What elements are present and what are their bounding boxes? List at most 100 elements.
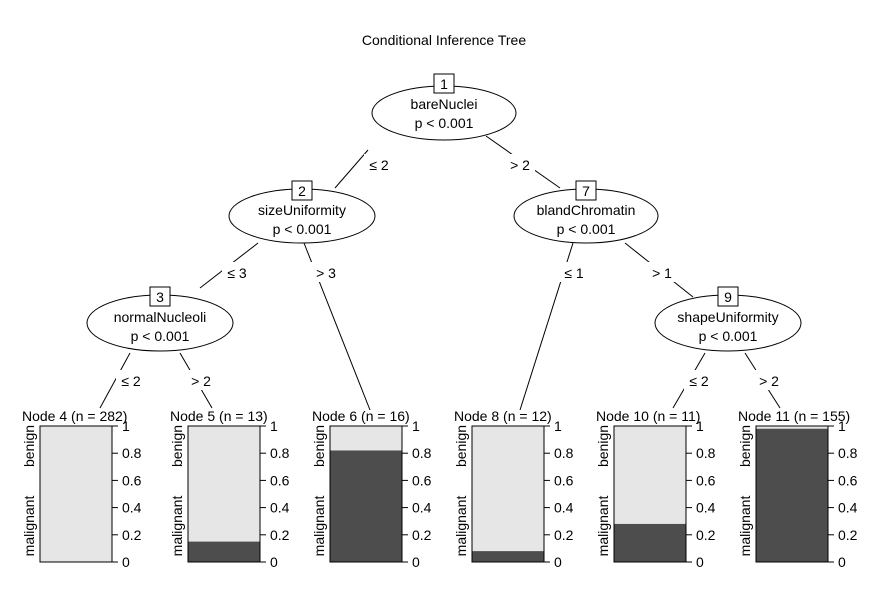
node-id-2: 2 bbox=[298, 183, 306, 199]
diagram-title: Conditional Inference Tree bbox=[362, 32, 526, 48]
node-variable-9: shapeUniformity bbox=[677, 309, 778, 325]
y-tick-label: 0 bbox=[554, 554, 562, 570]
y-tick-label: 0.6 bbox=[270, 472, 290, 488]
y-tick-label: 0.6 bbox=[412, 472, 432, 488]
y-tick-label: 0.2 bbox=[696, 527, 716, 543]
node-pvalue-2: p < 0.001 bbox=[273, 221, 332, 237]
y-tick-label: 0.4 bbox=[554, 500, 574, 516]
inner-node-9: 9 shapeUniformity p < 0.001 bbox=[654, 286, 802, 352]
bar-malignant bbox=[614, 523, 686, 562]
node-variable-7: blandChromatin bbox=[537, 202, 636, 218]
node-variable-3: normalNucleoli bbox=[114, 309, 207, 325]
bar-benign bbox=[756, 426, 828, 429]
edge-labels: ≤ 2 > 2 ≤ 3 > 3 ≤ 1 > 1 ≤ 2 > 2 ≤ 2 > 2 bbox=[116, 154, 784, 390]
y-tick-label: 0.6 bbox=[696, 472, 716, 488]
y-tick-label: 0.2 bbox=[554, 527, 574, 543]
class-label-malignant: malignant bbox=[169, 496, 185, 557]
edge-label-9-10: ≤ 2 bbox=[689, 373, 709, 389]
y-tick-label: 1 bbox=[696, 418, 704, 434]
y-tick-label: 0 bbox=[838, 554, 846, 570]
y-tick-label: 0.6 bbox=[554, 472, 574, 488]
inner-node-2: 2 sizeUniformity p < 0.001 bbox=[228, 180, 376, 244]
edge-1-2 bbox=[334, 149, 369, 189]
edge-label-2-6: > 3 bbox=[316, 265, 336, 281]
edge-label-2-3: ≤ 3 bbox=[227, 265, 247, 281]
node-variable-2: sizeUniformity bbox=[258, 202, 346, 218]
class-label-malignant: malignant bbox=[311, 496, 327, 557]
node-pvalue-7: p < 0.001 bbox=[557, 221, 616, 237]
y-tick-label: 0.8 bbox=[696, 445, 716, 461]
bar-benign bbox=[40, 426, 112, 562]
bar-benign bbox=[330, 426, 402, 451]
edge-label-3-5: > 2 bbox=[191, 373, 211, 389]
node-id-1: 1 bbox=[440, 76, 448, 92]
edge-3-4 bbox=[99, 352, 131, 409]
edge-lines bbox=[99, 135, 781, 411]
y-tick-label: 1 bbox=[554, 418, 562, 434]
y-tick-label: 0.2 bbox=[122, 527, 142, 543]
y-tick-label: 0 bbox=[696, 554, 704, 570]
y-tick-label: 1 bbox=[270, 418, 278, 434]
y-tick-label: 0.2 bbox=[412, 527, 432, 543]
leaf-label: Node 10 (n = 11) bbox=[596, 408, 700, 424]
leaf-n8: Node 8 (n = 12)benign malignant 0 0.2 0.4 0.6… bbox=[453, 408, 574, 570]
y-tick-label: 1 bbox=[122, 418, 130, 434]
class-label-malignant: malignant bbox=[595, 496, 611, 557]
bar-benign bbox=[614, 426, 686, 524]
leaf-label: Node 4 (n = 282) bbox=[22, 408, 127, 424]
leaf-label: Node 6 (n = 16) bbox=[312, 408, 410, 424]
bar-malignant bbox=[472, 551, 544, 562]
leaf-n6: Node 6 (n = 16)benign malignant 0 0.2 0.4 0.6… bbox=[311, 408, 432, 570]
y-tick-label: 0 bbox=[412, 554, 420, 570]
class-label-benign: benign bbox=[169, 425, 185, 467]
bar-malignant bbox=[188, 541, 260, 562]
y-tick-label: 0.8 bbox=[122, 445, 142, 461]
leaf-label: Node 8 (n = 12) bbox=[454, 408, 552, 424]
node-id-3: 3 bbox=[156, 289, 164, 305]
edge-label-9-11: > 2 bbox=[759, 373, 779, 389]
y-tick-label: 1 bbox=[838, 418, 846, 434]
leaf-n11: Node 11 (n = 155)benign malignant 0 0.2 0.4 0… bbox=[737, 408, 858, 570]
node-id-9: 9 bbox=[724, 289, 732, 305]
leaf-label: Node 11 (n = 155) bbox=[738, 408, 850, 424]
class-label-malignant: malignant bbox=[21, 496, 37, 557]
y-tick-label: 0.4 bbox=[122, 500, 142, 516]
y-tick-label: 0.8 bbox=[838, 445, 858, 461]
class-label-benign: benign bbox=[453, 425, 469, 467]
inner-node-3: 3 normalNucleoli p < 0.001 bbox=[86, 286, 234, 352]
y-tick-label: 0.8 bbox=[270, 445, 290, 461]
edge-label-1-2: ≤ 2 bbox=[369, 157, 389, 173]
class-label-benign: benign bbox=[21, 425, 37, 467]
class-label-malignant: malignant bbox=[453, 496, 469, 557]
leaf-n10: Node 10 (n = 11)benign malignant 0 0.2 0.4 0.… bbox=[595, 408, 716, 570]
y-tick-label: 0.4 bbox=[270, 500, 290, 516]
node-pvalue-1: p < 0.001 bbox=[415, 115, 474, 131]
node-pvalue-3: p < 0.001 bbox=[131, 328, 190, 344]
leaf-label: Node 5 (n = 13) bbox=[170, 408, 268, 424]
class-label-benign: benign bbox=[311, 425, 327, 467]
node-variable-1: bareNuclei bbox=[411, 96, 478, 112]
bar-benign bbox=[188, 426, 260, 542]
node-id-7: 7 bbox=[582, 183, 590, 199]
leaf-n5: Node 5 (n = 13)benign malignant 0 0.2 0.4 0.6… bbox=[169, 408, 290, 570]
node-pvalue-9: p < 0.001 bbox=[699, 328, 758, 344]
leaf-n4: Node 4 (n = 282)benign malignant 0 0.2 0.4 0.… bbox=[21, 408, 142, 570]
terminal-nodes: Node 4 (n = 282)benignmalignant00.20.40.… bbox=[21, 408, 858, 570]
y-tick-label: 0.6 bbox=[838, 472, 858, 488]
bar-malignant bbox=[330, 450, 402, 562]
edge-label-7-9: > 1 bbox=[652, 265, 672, 281]
y-tick-label: 0.8 bbox=[412, 445, 432, 461]
inner-node-7: 7 blandChromatin p < 0.001 bbox=[513, 180, 659, 244]
edge-label-1-7: > 2 bbox=[510, 157, 530, 173]
bar-benign bbox=[472, 426, 544, 552]
edge-label-3-4: ≤ 2 bbox=[121, 373, 141, 389]
y-tick-label: 0.4 bbox=[696, 500, 716, 516]
class-label-benign: benign bbox=[595, 425, 611, 467]
y-tick-label: 0.2 bbox=[838, 527, 858, 543]
class-label-malignant: malignant bbox=[737, 496, 753, 557]
bar-malignant bbox=[756, 428, 828, 562]
y-tick-label: 1 bbox=[412, 418, 420, 434]
y-tick-label: 0.2 bbox=[270, 527, 290, 543]
y-tick-label: 0.6 bbox=[122, 472, 142, 488]
